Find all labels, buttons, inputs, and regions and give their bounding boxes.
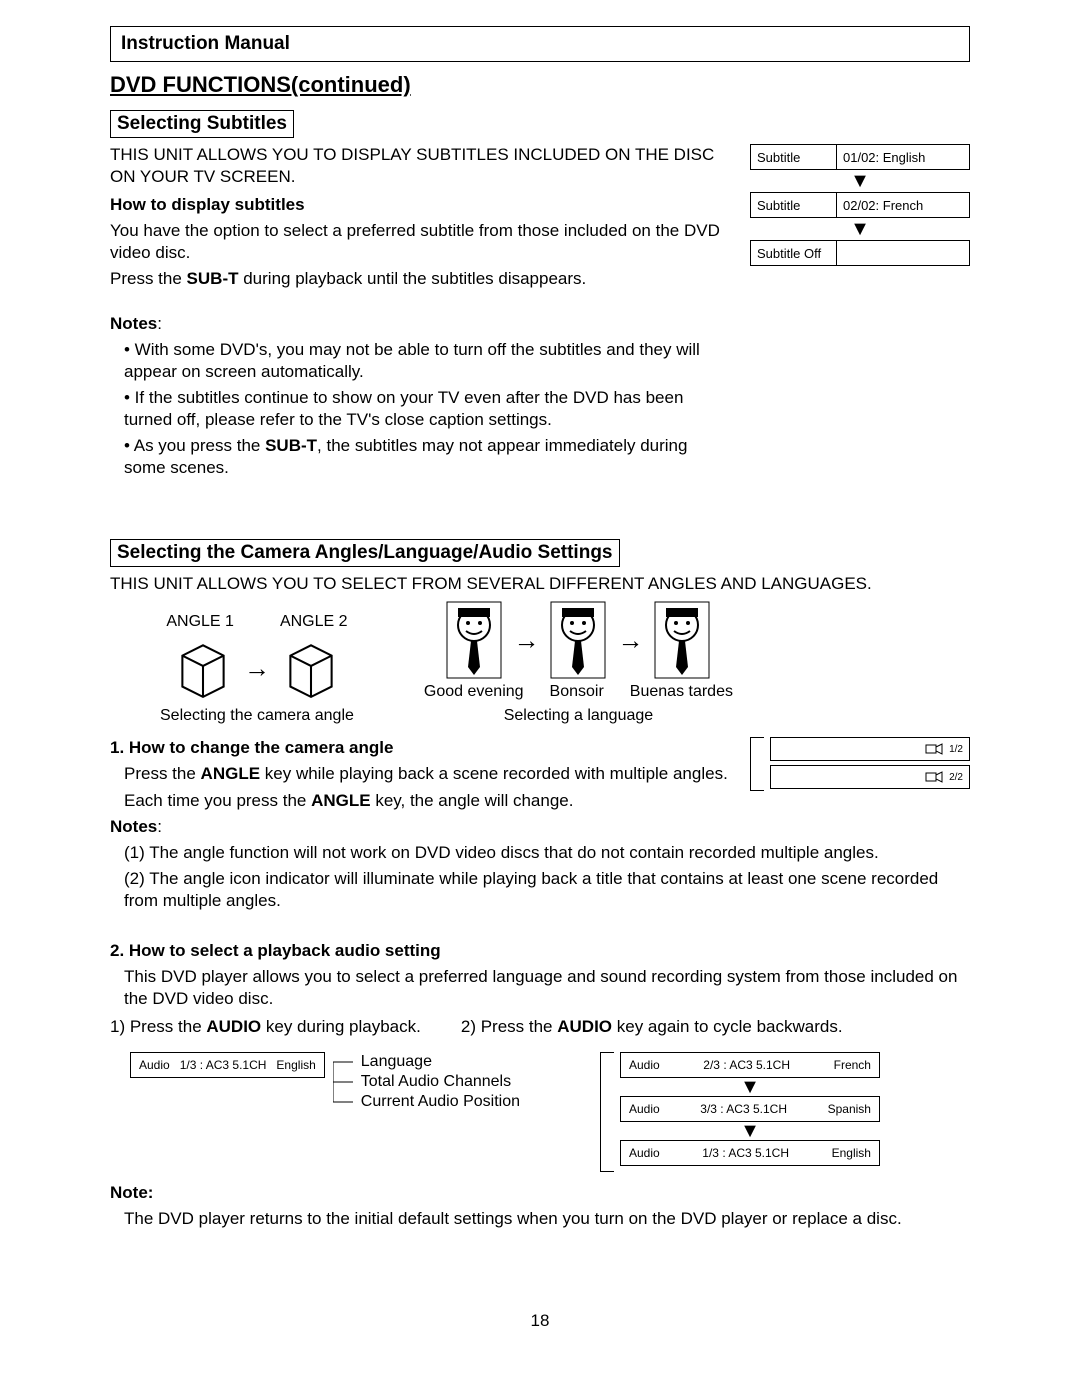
callout-position: Current Audio Position: [361, 1092, 520, 1112]
angle-indicator-1: 1/2: [770, 737, 970, 761]
howto-display-line1: You have the option to select a preferre…: [110, 220, 730, 264]
final-note: The DVD player returns to the initial de…: [124, 1208, 970, 1230]
audio-step-1: 1) Press the AUDIO key during playback.: [110, 1016, 421, 1038]
angle-indicator-2: 2/2: [770, 765, 970, 789]
cube-icon: [280, 635, 342, 701]
camera-icon: [925, 742, 943, 756]
angle-label-2: ANGLE 2: [280, 613, 348, 631]
arrow-down-icon: ▼: [740, 1122, 760, 1140]
section-title: DVD FUNCTIONS(continued): [110, 72, 970, 98]
arrow-down-icon: ▼: [750, 220, 970, 238]
subtitle-note-3: • As you press the SUB-T, the subtitles …: [124, 435, 730, 479]
arrow-right-icon: →: [244, 655, 270, 681]
language-figure: → →: [424, 601, 733, 725]
arrow-right-icon: →: [513, 627, 539, 653]
angle-note-2: (2) The angle icon indicator will illumi…: [124, 868, 970, 912]
subtitle-body: THIS UNIT ALLOWS YOU TO DISPLAY SUBTITLE…: [110, 144, 730, 483]
figure-row: ANGLE 1 ANGLE 2 → Selecting the camera a…: [160, 601, 970, 725]
lang-label-2: Bonsoir: [550, 683, 604, 701]
lang-label-3: Buenas tardes: [630, 683, 733, 701]
howto-angle-line2: Each time you press the ANGLE key, the a…: [124, 790, 730, 812]
subtitle-intro: THIS UNIT ALLOWS YOU TO DISPLAY SUBTITLE…: [110, 144, 730, 188]
subtitle-side-diagram: Subtitle 01/02: English ▼ Subtitle 02/02…: [750, 144, 970, 483]
angle-note-1: (1) The angle function will not work on …: [124, 842, 970, 864]
audio-step-2: 2) Press the AUDIO key again to cycle ba…: [461, 1016, 843, 1038]
angle-caption: Selecting the camera angle: [160, 707, 354, 725]
howto-angle-line1: Press the ANGLE key while playing back a…: [124, 763, 730, 785]
audio-cycle-box-1: Audio 2/3 : AC3 5.1CH French: [620, 1052, 880, 1078]
angle-heading: Selecting the Camera Angles/Language/Aud…: [110, 539, 620, 567]
subtitle-note-1: • With some DVD's, you may not be able t…: [124, 339, 730, 383]
subtitle-box-3: Subtitle Off: [750, 240, 970, 266]
angle-label-1: ANGLE 1: [166, 613, 234, 631]
callout-language: Language: [361, 1052, 520, 1072]
arrow-down-icon: ▼: [740, 1078, 760, 1096]
notes-head: Notes:: [110, 313, 730, 335]
audio-diagrams: Audio 1/3 : AC3 5.1CH English Language T…: [130, 1052, 970, 1172]
howto-angle-head: 1. How to change the camera angle: [110, 737, 730, 759]
audio-callout-figure: Audio 1/3 : AC3 5.1CH English Language T…: [130, 1052, 520, 1112]
angle-indicator-diagram: 1/2 2/2: [750, 737, 970, 815]
bracket-icon: [750, 737, 764, 791]
howto-audio-text: This DVD player allows you to select a p…: [124, 966, 970, 1010]
audio-cycle-figure: Audio 2/3 : AC3 5.1CH French ▼ Audio 3/3…: [600, 1052, 880, 1172]
angle-intro: THIS UNIT ALLOWS YOU TO SELECT FROM SEVE…: [110, 573, 970, 595]
lang-caption: Selecting a language: [504, 707, 653, 725]
header-frame: Instruction Manual: [110, 26, 970, 62]
arrow-right-icon: →: [617, 627, 643, 653]
angle-notes-head: Notes:: [110, 816, 970, 838]
page: Instruction Manual DVD FUNCTIONS(continu…: [0, 0, 1080, 1371]
page-number: 18: [110, 1311, 970, 1331]
howto-display-line2: Press the SUB-T during playback until th…: [110, 268, 730, 290]
howto-audio-head: 2. How to select a playback audio settin…: [110, 940, 970, 962]
bracket-icon: [600, 1052, 614, 1172]
subtitle-note-2: • If the subtitles continue to show on y…: [124, 387, 730, 431]
angle-figure: ANGLE 1 ANGLE 2 → Selecting the camera a…: [160, 613, 354, 725]
callout-channels: Total Audio Channels: [361, 1072, 520, 1092]
subtitle-box-2: Subtitle 02/02: French: [750, 192, 970, 218]
audio-box: Audio 1/3 : AC3 5.1CH English: [130, 1052, 325, 1078]
camera-icon: [925, 770, 943, 784]
callout-lines-icon: [333, 1052, 353, 1112]
face-tie-icon: [549, 601, 607, 679]
audio-cycle-box-3: Audio 1/3 : AC3 5.1CH English: [620, 1140, 880, 1166]
audio-cycle-box-2: Audio 3/3 : AC3 5.1CH Spanish: [620, 1096, 880, 1122]
face-tie-icon: [445, 601, 503, 679]
face-tie-icon: [653, 601, 711, 679]
cube-icon: [172, 635, 234, 701]
howto-display-head: How to display subtitles: [110, 194, 730, 216]
subtitle-box-1: Subtitle 01/02: English: [750, 144, 970, 170]
subtitle-heading: Selecting Subtitles: [110, 110, 294, 138]
arrow-down-icon: ▼: [750, 172, 970, 190]
manual-title: Instruction Manual: [121, 33, 959, 55]
final-note-head: Note:: [110, 1182, 970, 1204]
lang-label-1: Good evening: [424, 683, 524, 701]
